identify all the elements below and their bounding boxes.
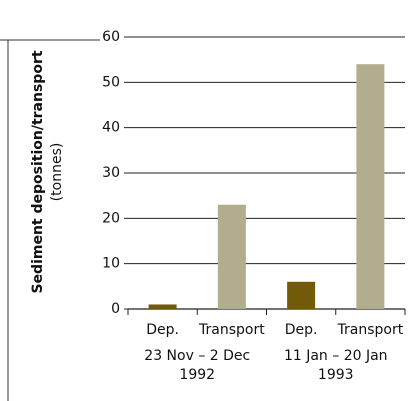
y-tick-label: 10 (102, 256, 120, 272)
y-axis-label: Sediment deposition/transport (30, 50, 46, 293)
y-tick-label: 50 (102, 74, 120, 90)
x-tick-label: Transport (198, 322, 265, 338)
group-label: 11 Jan – 20 Jan (284, 348, 388, 364)
bar (356, 64, 385, 309)
x-tick-label: Transport (337, 322, 404, 338)
y-tick-label: 60 (102, 29, 120, 45)
group-label: 1992 (179, 367, 215, 383)
bar (287, 281, 316, 309)
y-tick-label: 30 (102, 165, 120, 181)
bar (217, 204, 246, 309)
y-tick-label: 40 (102, 120, 120, 136)
x-tick-label: Dep. (146, 322, 179, 338)
y-axis-unit: (tonnes) (49, 143, 65, 202)
x-tick-label: Dep. (285, 322, 318, 338)
group-label: 23 Nov – 2 Dec (144, 348, 250, 364)
bar (148, 304, 177, 309)
y-tick-label: 20 (102, 210, 120, 226)
y-tick-label: 0 (111, 301, 120, 317)
group-label: 1993 (318, 367, 354, 383)
